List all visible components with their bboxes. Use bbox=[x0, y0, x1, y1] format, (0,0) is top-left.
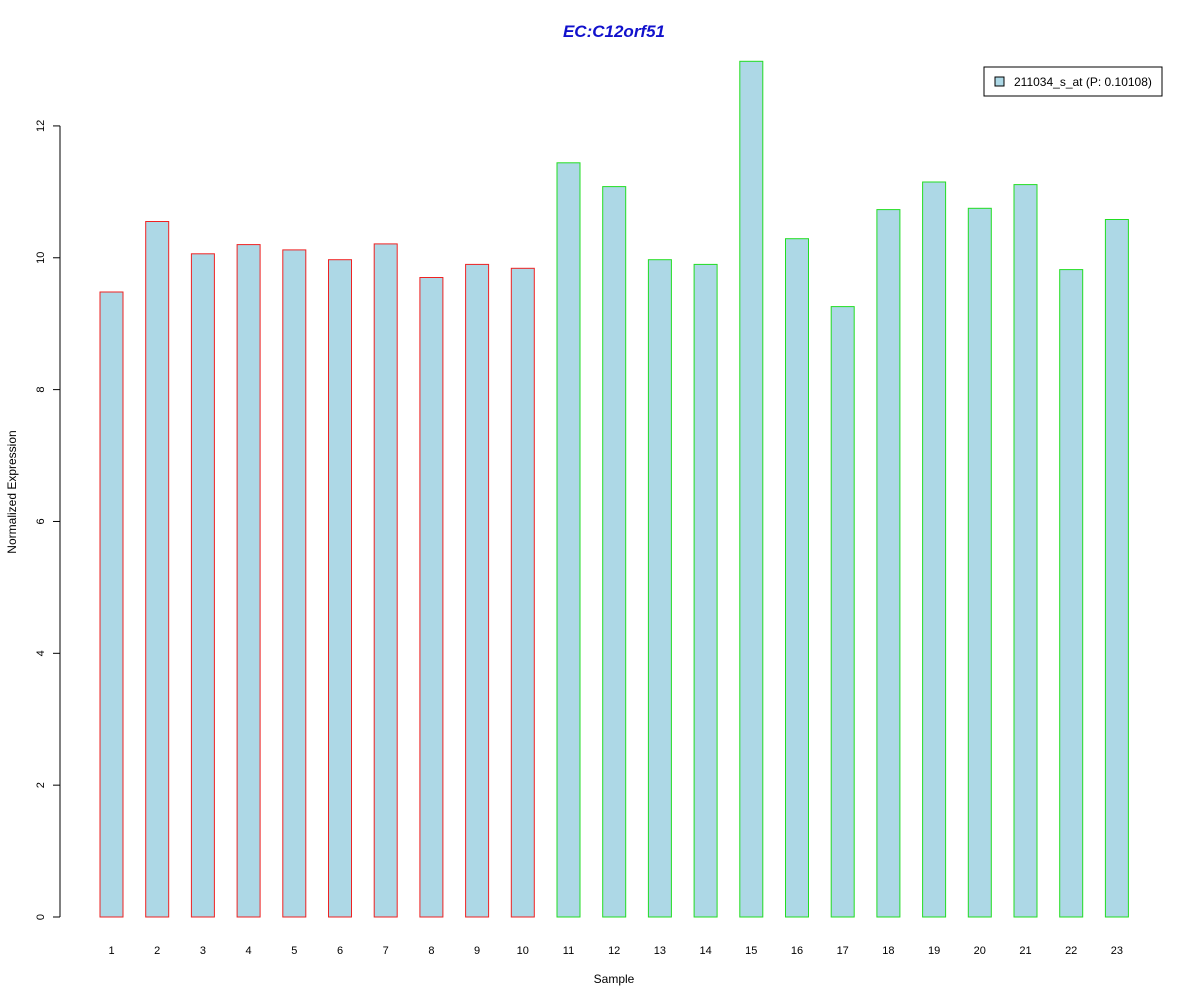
bar bbox=[1104, 219, 1129, 918]
bar bbox=[967, 207, 992, 918]
bar bbox=[693, 263, 718, 918]
bar bbox=[922, 181, 947, 918]
x-tick-label: 8 bbox=[428, 945, 434, 957]
bar bbox=[739, 60, 764, 918]
bar bbox=[830, 306, 855, 918]
x-tick-label: 18 bbox=[882, 945, 894, 957]
x-tick-label: 3 bbox=[200, 945, 206, 957]
x-tick-label: 23 bbox=[1111, 945, 1123, 957]
x-tick-label: 9 bbox=[474, 945, 480, 957]
x-axis-label: Sample bbox=[594, 972, 635, 986]
bar bbox=[99, 291, 124, 918]
bar bbox=[465, 263, 490, 918]
x-tick-label: 15 bbox=[745, 945, 757, 957]
y-tick-label: 0 bbox=[35, 914, 47, 920]
bar bbox=[602, 186, 627, 918]
bars bbox=[99, 60, 1129, 918]
x-tick-label: 12 bbox=[608, 945, 620, 957]
bar bbox=[190, 253, 215, 918]
x-tick-label: 21 bbox=[1019, 945, 1031, 957]
y-axis-label: Normalized Expression bbox=[5, 430, 19, 553]
x-tick-label: 20 bbox=[974, 945, 986, 957]
y-tick-label: 4 bbox=[35, 650, 47, 656]
x-tick-labels: 1 2 3 4 5 6 7 8 9 10 11 12 13 14 15 16 17 18 19 20 21 22 23 bbox=[108, 945, 1123, 957]
bar bbox=[373, 243, 398, 918]
x-tick-label: 17 bbox=[837, 945, 849, 957]
x-tick-label: 16 bbox=[791, 945, 803, 957]
x-tick-label: 14 bbox=[699, 945, 711, 957]
bar bbox=[876, 209, 901, 918]
bar bbox=[282, 249, 307, 918]
x-tick-label: 4 bbox=[246, 945, 252, 957]
bar bbox=[510, 267, 535, 918]
y-tick-label: 12 bbox=[35, 120, 47, 132]
x-tick-label: 1 bbox=[108, 945, 114, 957]
legend-box bbox=[983, 66, 1163, 97]
x-tick-label: 11 bbox=[563, 945, 574, 957]
bar bbox=[647, 259, 672, 918]
bar bbox=[236, 244, 261, 918]
bar bbox=[145, 221, 170, 918]
bar bbox=[1059, 269, 1084, 918]
legend: 211034_s_at (P: 0.10108) bbox=[983, 66, 1163, 97]
y-tick-label: 2 bbox=[35, 782, 47, 788]
x-tick-label: 13 bbox=[654, 945, 666, 957]
bar bbox=[556, 162, 581, 918]
y-axis: 0 2 4 6 8 10 12 bbox=[35, 120, 61, 920]
y-tick-label: 10 bbox=[35, 252, 47, 264]
bar bbox=[785, 238, 809, 918]
legend-entry: 211034_s_at (P: 0.10108) bbox=[1014, 75, 1152, 89]
x-tick-label: 6 bbox=[337, 945, 343, 957]
bar bbox=[419, 277, 444, 918]
x-tick-label: 2 bbox=[154, 945, 160, 957]
chart-title: EC:C12orf51 bbox=[563, 22, 665, 41]
bar bbox=[328, 259, 352, 918]
x-tick-label: 10 bbox=[517, 945, 529, 957]
x-tick-label: 7 bbox=[383, 945, 389, 957]
x-tick-label: 19 bbox=[928, 945, 940, 957]
bar bbox=[1013, 184, 1038, 918]
y-tick-label: 8 bbox=[35, 387, 47, 393]
y-tick-label: 6 bbox=[35, 518, 47, 524]
x-tick-label: 5 bbox=[291, 945, 297, 957]
legend-swatch bbox=[994, 76, 1005, 87]
x-tick-label: 22 bbox=[1065, 945, 1077, 957]
